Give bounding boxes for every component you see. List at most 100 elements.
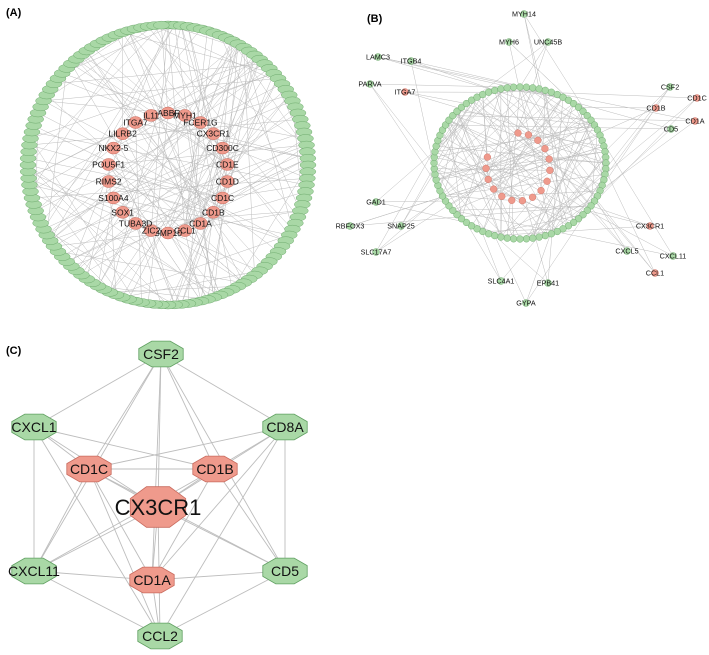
edge-line	[485, 124, 595, 169]
edge-line	[436, 148, 546, 181]
node-label-cxcl11: CXCL11	[8, 563, 60, 579]
gene-node	[467, 96, 476, 104]
edge-line	[46, 94, 250, 280]
gene-node	[509, 83, 518, 91]
node-label-cd1b: CD1B	[196, 461, 233, 477]
edge-line	[128, 30, 169, 114]
hub-node-label: CD1D	[216, 177, 239, 187]
node-unc45b	[544, 38, 552, 46]
gene-node	[559, 93, 567, 101]
hub-node-il11	[143, 109, 159, 122]
edge-cxcl1-cd1b	[33, 426, 216, 470]
edge-line	[375, 115, 588, 253]
gene-node	[535, 85, 543, 93]
edge-line	[375, 94, 558, 253]
hub-gene-node	[524, 131, 533, 139]
edge-line	[135, 122, 308, 159]
node-csf2	[666, 83, 674, 91]
edge-line	[50, 25, 175, 241]
edge-line	[369, 83, 489, 234]
node-cx3cr1	[129, 486, 187, 528]
edge-line	[434, 129, 598, 152]
edge-line	[526, 87, 603, 141]
hub-node-label: BMP10	[154, 228, 182, 238]
edge-cd1b-cxcl11	[33, 468, 216, 572]
edge-line	[434, 97, 478, 152]
edge-line	[174, 25, 215, 298]
gene-node	[535, 233, 543, 241]
edge-line	[506, 87, 514, 239]
node-label-cx3cr1: CX3CR1	[115, 495, 202, 520]
edge-csf2-cd1a	[151, 353, 162, 581]
edge-line	[213, 100, 293, 134]
gene-node	[462, 99, 470, 108]
edge-line	[222, 158, 308, 199]
edge-line	[113, 197, 290, 236]
panel-b-label: (B)	[367, 13, 383, 25]
edge-csf2-cd8a	[160, 353, 286, 428]
edge-line	[27, 164, 214, 298]
edge-line	[494, 225, 651, 236]
node-slc4a1	[497, 277, 505, 285]
edge-cxcl11-ccl2	[33, 570, 161, 637]
edge-line	[81, 138, 306, 276]
gene-node	[574, 215, 583, 223]
edge-line	[122, 32, 274, 74]
hub-gene-node	[498, 192, 506, 200]
node-label: PARVA	[358, 80, 381, 89]
gene-node	[453, 107, 461, 115]
hub-gene-node	[518, 197, 526, 205]
edge-line	[128, 30, 201, 224]
edge-line	[213, 47, 244, 213]
edge-line	[507, 140, 603, 239]
edge-line	[43, 147, 223, 230]
hub-node-label: TUBA3D	[119, 218, 153, 228]
edge-line	[109, 285, 239, 293]
panel-c-network: (C) CSF2 CXCL1 CD8A CD1C CD1B CX3CR1 CXCL11 CD5…	[6, 340, 308, 650]
node-gad1	[372, 198, 380, 206]
hub-node-cd1c	[215, 191, 230, 205]
hub-gene-node	[483, 153, 491, 161]
node-myh14	[520, 10, 528, 18]
hub-node-label: RIMS2	[96, 177, 122, 187]
hub-gene-node	[528, 193, 537, 201]
edge-line	[578, 107, 657, 109]
hub-gene-node	[482, 164, 490, 172]
gene-node	[570, 218, 578, 227]
node-cd5	[262, 557, 308, 585]
node-cd8a	[262, 413, 308, 441]
edge-line	[29, 184, 201, 224]
hub-node-ccl1	[177, 224, 193, 237]
node-label: SLC4A1	[488, 277, 515, 286]
node-cxcl11	[669, 252, 677, 260]
gene-node	[579, 211, 587, 219]
node-label: CSF2	[661, 83, 679, 92]
edge-line	[81, 115, 186, 276]
edge-line	[76, 89, 286, 271]
hub-gene-node	[543, 177, 551, 185]
edge-line	[448, 148, 546, 207]
node-label: SNAP25	[387, 222, 415, 231]
edge-line	[501, 158, 550, 197]
edge-line	[410, 60, 595, 126]
gene-node	[473, 225, 481, 233]
edge-line	[109, 25, 182, 293]
edge-csf2-cd1b	[160, 353, 216, 470]
node-ccl2	[137, 622, 183, 650]
edge-line	[50, 122, 201, 241]
hub-node-label: CCL1	[174, 226, 196, 236]
edge-line	[604, 86, 671, 152]
hub-node-cd1d	[220, 175, 235, 188]
gene-node	[574, 103, 583, 111]
edge-line	[167, 24, 186, 231]
node-cxcl5	[623, 247, 631, 255]
gene-node	[497, 85, 505, 93]
edge-line	[448, 119, 598, 197]
hub-node-label: POU5F1	[92, 159, 125, 169]
edge-line	[184, 230, 202, 302]
edge-line	[400, 94, 483, 227]
hub-node-itga7	[128, 116, 143, 129]
edge-line	[594, 200, 656, 274]
gene-node	[516, 235, 524, 243]
node-label: CD5	[664, 125, 678, 134]
